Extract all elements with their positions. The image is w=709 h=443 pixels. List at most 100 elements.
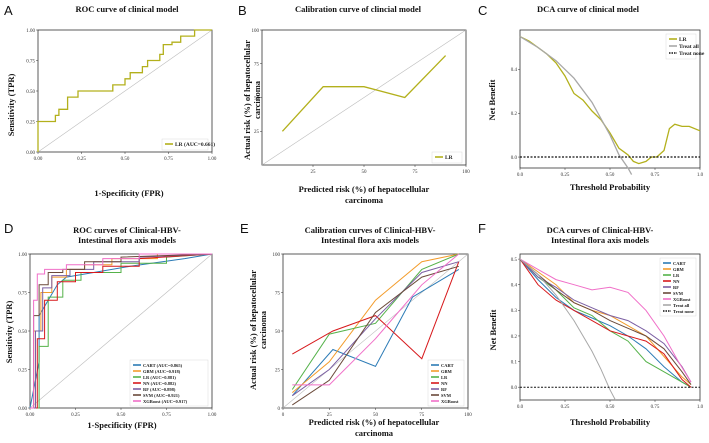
chart-title: Intestinal flora axis models — [551, 235, 650, 245]
panel-letter: F — [478, 221, 486, 236]
y-tick-label: 0.5 — [511, 258, 518, 263]
legend-label: SVM (AUC=0.921) — [143, 393, 180, 398]
series-line-svm — [292, 265, 459, 406]
x-axis-label: carcinoma — [345, 195, 384, 205]
y-tick-label: 0.0 — [511, 156, 518, 161]
legend-label: Treat all — [673, 303, 690, 308]
y-tick-label: 0.50 — [18, 330, 27, 335]
panel-letter: B — [238, 3, 247, 18]
y-tick-label: 1.00 — [26, 29, 35, 34]
panel-c: C DCA curve of clinical model 0.0 0.25 0.50 0… — [478, 3, 705, 192]
y-axis-label: Net Benefit — [488, 309, 498, 350]
panel-e: E Calibration curves of Clinical-HBV-Inte… — [240, 221, 472, 438]
legend-label: Treat all — [679, 44, 699, 50]
legend-label: LR — [445, 155, 454, 161]
x-tick-label: 0.25 — [561, 173, 570, 178]
y-tick-label: 0.0 — [511, 386, 518, 391]
y-tick-label: 0.00 — [26, 151, 35, 156]
legend-label: CART — [441, 363, 454, 368]
chart-title: Calibration curve of clincial model — [295, 4, 422, 14]
panel-letter: C — [478, 3, 487, 18]
legend-label: GBM — [441, 369, 453, 374]
x-tick-label: 75 — [419, 413, 425, 418]
series-line-nn — [292, 261, 460, 360]
legend-label: CART — [673, 261, 686, 266]
y-axis-label: Sensitivity (TPR) — [6, 74, 16, 137]
x-tick-label: 1.00 — [208, 157, 217, 162]
x-tick-label: 0.75 — [651, 173, 660, 178]
legend: LR — [431, 151, 463, 164]
series-line-cart — [291, 268, 460, 397]
series-line-gray — [519, 36, 633, 175]
series-line-xgb — [519, 258, 692, 383]
y-tick-label: 25 — [254, 130, 260, 135]
panel-f: F DCA curves of Clinical-HBV-Intestinal f… — [478, 221, 704, 427]
legend-label: XGBoost — [441, 399, 459, 404]
legend-label: GBM — [673, 267, 685, 272]
x-axis-label: carcinoma — [355, 428, 394, 438]
x-axis-label: 1-Specificity (FPR) — [94, 188, 163, 198]
y-tick-label: 0.75 — [26, 59, 35, 64]
panel-letter: D — [4, 221, 13, 236]
x-tick-label: 0.00 — [26, 413, 35, 418]
legend-label: LR — [679, 37, 688, 43]
y-tick-label: 0.00 — [18, 407, 27, 412]
x-tick-label: 0.50 — [606, 173, 615, 178]
x-tick-label: 0.0 — [517, 405, 524, 410]
chart-title: DCA curves of Clinical-HBV- — [547, 225, 654, 235]
x-tick-label: 50 — [373, 413, 379, 418]
y-tick-label: 0.25 — [26, 120, 35, 125]
legend-label: SVM — [673, 291, 684, 296]
series-line-lr — [291, 253, 459, 390]
y-axis-label: Net Benefit — [487, 79, 497, 120]
panel-a: A ROC curve of clinical model 0.00 0.25 0.50… — [4, 3, 217, 198]
legend-label: LR — [441, 375, 448, 380]
series-line-cart — [519, 258, 692, 388]
panel-d: D ROC curves of Clinical-HBV-Intestinal f… — [4, 221, 217, 430]
panel-letter: A — [4, 3, 13, 18]
legend: LR (AUC=0.661) — [161, 138, 215, 151]
x-tick-label: 100 — [464, 413, 472, 418]
x-axis-label: Predicted risk (%) of hepatocellular — [309, 417, 440, 427]
series-line-rf — [292, 261, 459, 397]
legend: CART (AUC=0.865)GBM (AUC=0.918)LR (AUC=0… — [129, 359, 209, 407]
x-axis-label: Threshold Probability — [570, 417, 651, 427]
reference-diagonal — [29, 253, 213, 409]
legend-label: LR (AUC=0.881) — [143, 375, 176, 380]
legend-label: RF — [441, 387, 447, 392]
legend-label: GBM (AUC=0.918) — [143, 369, 181, 374]
series-line-nn — [519, 258, 692, 388]
chart-title: Intestinal flora axis models — [321, 235, 420, 245]
y-tick-label: 75 — [275, 291, 281, 296]
legend-label: Treat none — [673, 309, 694, 314]
legend-label: NN (AUC=0.882) — [143, 381, 177, 386]
series-line-olive — [37, 29, 212, 152]
x-tick-label: 0.00 — [34, 157, 43, 162]
y-tick-label: 0.1 — [511, 360, 518, 365]
x-tick-label: 0.25 — [77, 157, 86, 162]
legend-label: CART (AUC=0.865) — [143, 363, 183, 368]
x-axis-label: Threshold Probability — [570, 182, 651, 192]
legend-box — [431, 151, 463, 164]
x-tick-label: 1.0 — [697, 405, 704, 410]
x-tick-label: 50 — [362, 170, 368, 175]
x-tick-label: 100 — [462, 170, 470, 175]
series-line-lr — [30, 253, 213, 409]
y-tick-label: 0 — [278, 407, 281, 412]
y-tick-label: 25 — [275, 368, 281, 373]
legend-box — [161, 138, 209, 151]
x-tick-label: 0.25 — [561, 405, 570, 410]
y-tick-label: 100 — [252, 29, 260, 34]
x-tick-label: 0.75 — [164, 157, 173, 162]
y-axis-label: carcinoma — [258, 310, 268, 349]
y-tick-label: 0.4 — [511, 68, 518, 73]
x-tick-label: 1.00 — [208, 413, 217, 418]
series-line-olive — [281, 55, 447, 132]
y-tick-label: 0.2 — [511, 112, 518, 117]
x-tick-label: 0.75 — [162, 413, 171, 418]
y-tick-label: 0.50 — [26, 90, 35, 95]
reference-diagonal — [282, 253, 469, 409]
y-tick-label: 0.4 — [511, 284, 518, 289]
